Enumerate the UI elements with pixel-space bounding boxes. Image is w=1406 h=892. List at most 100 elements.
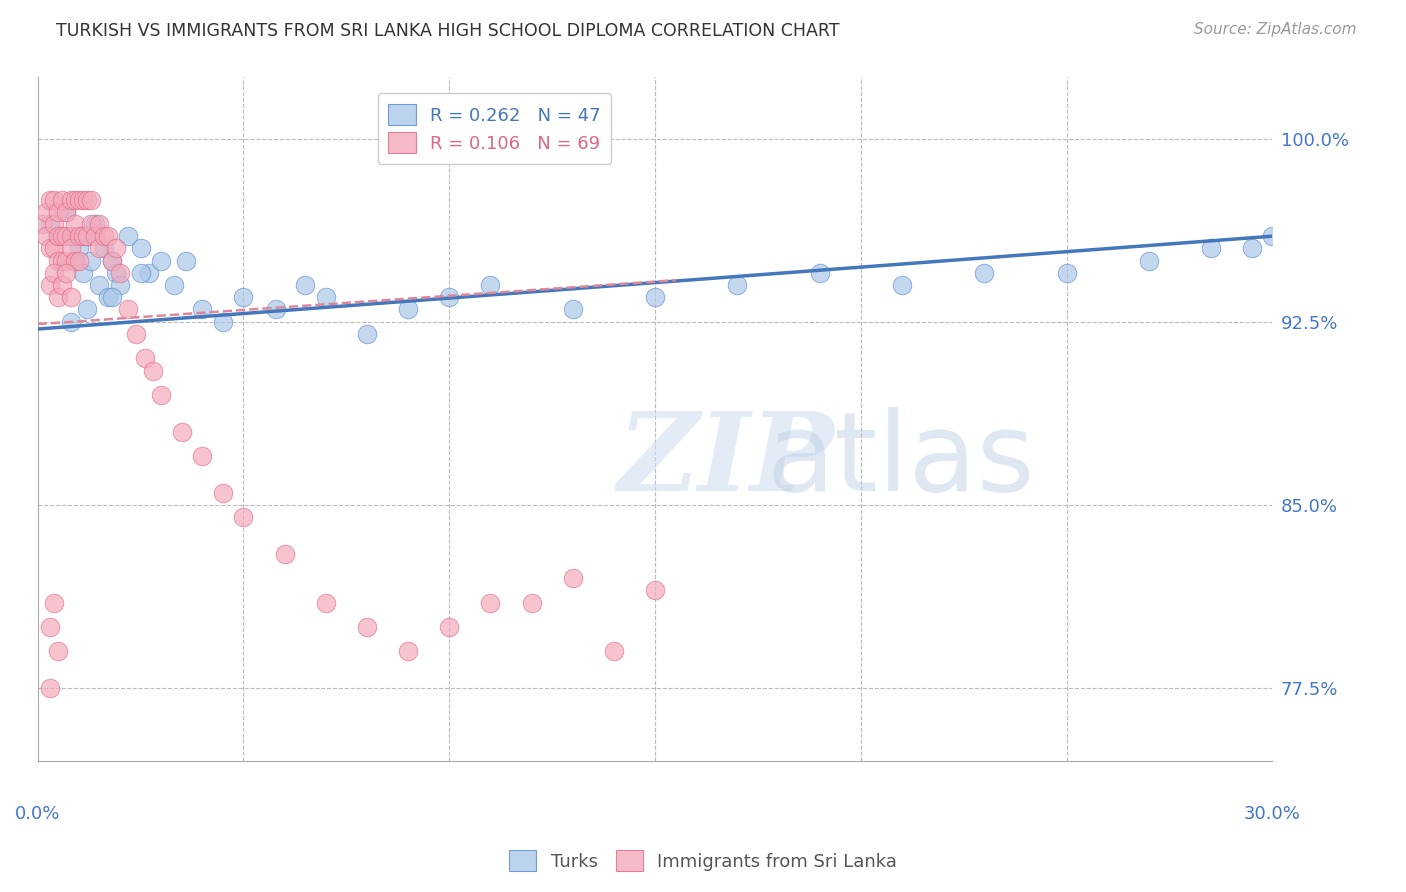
Point (125, 326, 148, 341)
Point (294, 278, 316, 293)
Point (97, 290, 120, 304)
Point (644, 583, 666, 598)
Point (162, 278, 184, 293)
Point (232, 510, 254, 524)
Point (67, 253, 90, 268)
Point (1261, 229, 1284, 244)
Point (1199, 241, 1222, 255)
Point (1240, 241, 1263, 255)
Point (100, 253, 122, 268)
Point (134, 351, 156, 366)
Point (129, 266, 152, 280)
Point (51, 278, 73, 293)
Legend: R = 0.262   N = 47, R = 0.106   N = 69: R = 0.262 N = 47, R = 0.106 N = 69 (378, 94, 612, 164)
Point (1137, 253, 1160, 268)
Point (439, 290, 461, 304)
Point (44, 241, 66, 255)
Point (891, 278, 914, 293)
Point (76, 229, 98, 244)
Point (97, 229, 120, 244)
Point (76, 229, 98, 244)
Point (273, 547, 295, 561)
Point (46, 253, 69, 268)
Point (35, 229, 58, 244)
Point (89, 278, 111, 293)
Point (55, 204, 77, 219)
Text: TURKISH VS IMMIGRANTS FROM SRI LANKA HIGH SCHOOL DIPLOMA CORRELATION CHART: TURKISH VS IMMIGRANTS FROM SRI LANKA HIG… (56, 22, 839, 40)
Text: ZIP: ZIP (619, 407, 835, 514)
Point (46, 644, 69, 658)
Point (439, 620, 461, 634)
Point (59, 290, 82, 304)
Point (76, 302, 98, 317)
Point (108, 266, 131, 280)
Point (35, 204, 58, 219)
Point (44, 596, 66, 610)
Point (76, 193, 98, 207)
Point (55, 204, 77, 219)
Point (89, 241, 111, 255)
Point (315, 596, 337, 610)
Point (644, 290, 666, 304)
Point (396, 644, 419, 658)
Point (356, 620, 378, 634)
Point (55, 253, 77, 268)
Point (117, 302, 139, 317)
Point (117, 229, 139, 244)
Point (150, 388, 173, 402)
Point (39, 278, 62, 293)
Point (104, 266, 127, 280)
Point (51, 229, 73, 244)
Point (59, 241, 82, 255)
Point (59, 193, 82, 207)
Point (150, 253, 173, 268)
Point (63, 253, 86, 268)
Point (80, 217, 103, 231)
Point (51, 253, 73, 268)
Point (396, 302, 419, 317)
Point (55, 266, 77, 280)
Point (520, 596, 543, 610)
Point (39, 681, 62, 695)
Point (67, 193, 90, 207)
Point (315, 290, 337, 304)
Point (44, 266, 66, 280)
Point (129, 241, 152, 255)
Point (212, 485, 235, 500)
Point (55, 229, 77, 244)
Legend: Turks, Immigrants from Sri Lanka: Turks, Immigrants from Sri Lanka (502, 843, 904, 879)
Point (808, 266, 831, 280)
Point (44, 193, 66, 207)
Point (356, 326, 378, 341)
Point (80, 193, 103, 207)
Point (59, 315, 82, 329)
Point (63, 253, 86, 268)
Point (603, 644, 626, 658)
Point (46, 229, 69, 244)
Text: atlas: atlas (766, 407, 1035, 514)
Text: 30.0%: 30.0% (1244, 805, 1301, 823)
Point (46, 290, 69, 304)
Point (72, 193, 94, 207)
Point (46, 229, 69, 244)
Point (46, 204, 69, 219)
Point (84, 217, 107, 231)
Point (44, 217, 66, 231)
Point (170, 425, 193, 439)
Point (59, 229, 82, 244)
Point (191, 449, 214, 463)
Point (63, 193, 86, 207)
Point (561, 571, 583, 585)
Point (725, 278, 748, 293)
Point (72, 266, 94, 280)
Point (232, 290, 254, 304)
Point (59, 229, 82, 244)
Point (191, 302, 214, 317)
Point (89, 217, 111, 231)
Point (108, 278, 131, 293)
Point (39, 620, 62, 634)
Point (142, 363, 165, 377)
Point (479, 278, 502, 293)
Point (84, 229, 107, 244)
Point (51, 193, 73, 207)
